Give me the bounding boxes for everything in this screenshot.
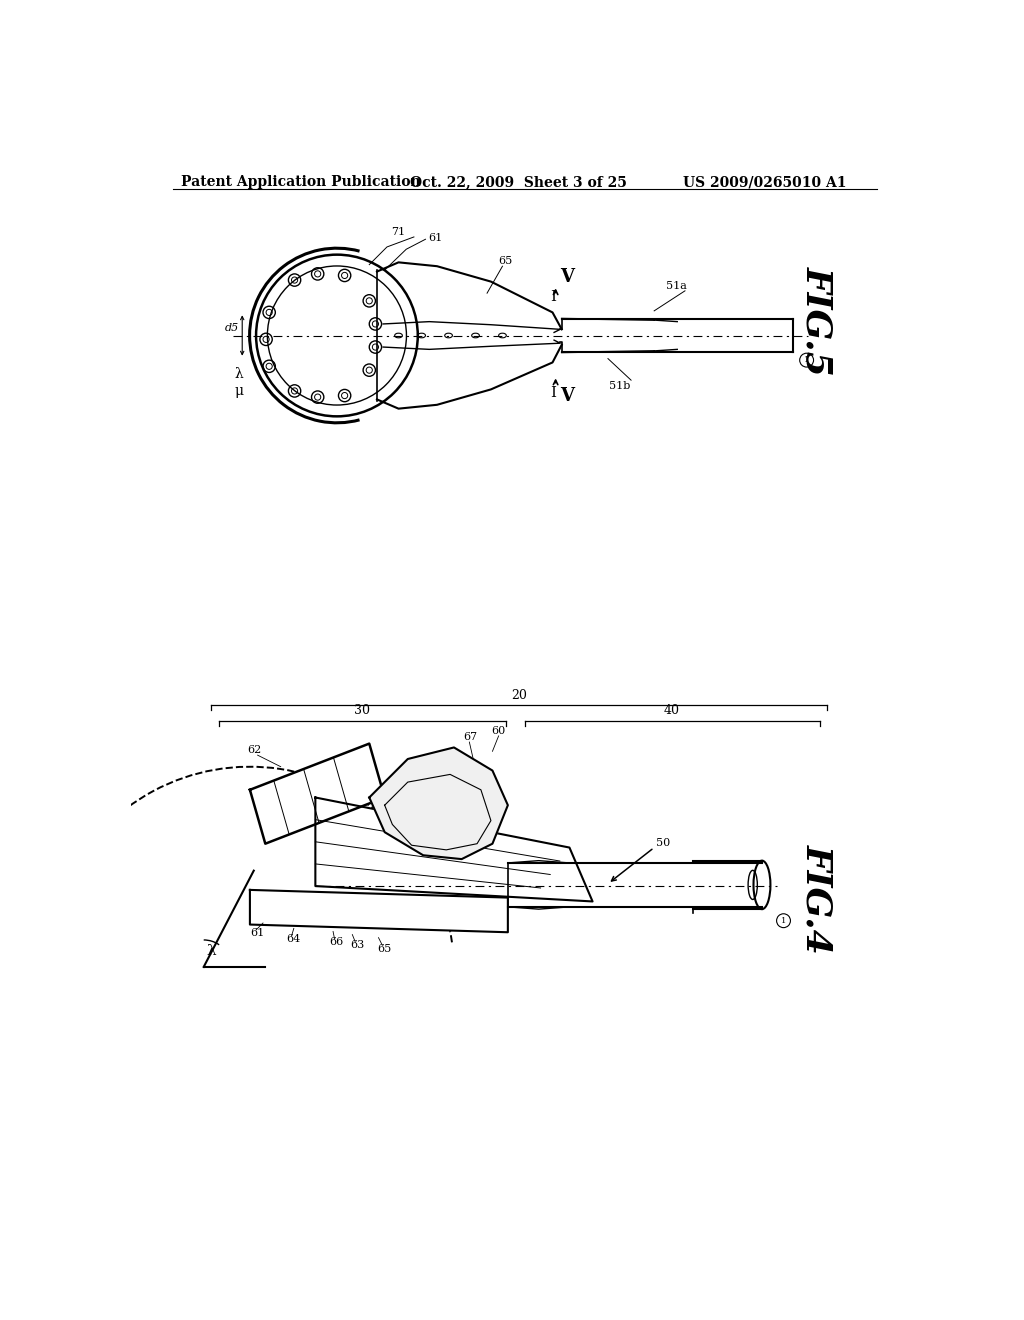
Text: 63: 63 bbox=[350, 940, 365, 950]
Text: 61: 61 bbox=[428, 232, 442, 243]
Text: 1: 1 bbox=[781, 916, 786, 925]
Text: 20: 20 bbox=[511, 689, 527, 702]
Text: US 2009/0265010 A1: US 2009/0265010 A1 bbox=[683, 176, 847, 189]
Text: λ: λ bbox=[234, 367, 244, 381]
Text: λ: λ bbox=[206, 944, 216, 958]
Text: 66: 66 bbox=[330, 937, 343, 948]
Text: 51b: 51b bbox=[609, 381, 631, 392]
Text: 50: 50 bbox=[655, 838, 670, 847]
Text: 1: 1 bbox=[804, 356, 809, 364]
Polygon shape bbox=[370, 747, 508, 859]
Text: 65: 65 bbox=[499, 256, 513, 265]
Polygon shape bbox=[250, 743, 385, 843]
Polygon shape bbox=[250, 890, 508, 932]
Text: Patent Application Publication: Patent Application Publication bbox=[180, 176, 420, 189]
Text: I: I bbox=[550, 387, 556, 400]
Text: V: V bbox=[560, 387, 574, 405]
Text: 40: 40 bbox=[664, 705, 680, 717]
Text: FIG.5: FIG.5 bbox=[801, 267, 835, 376]
Text: 64: 64 bbox=[286, 935, 300, 944]
Text: 60: 60 bbox=[490, 726, 505, 737]
Text: 51a: 51a bbox=[666, 281, 686, 292]
Polygon shape bbox=[315, 797, 593, 902]
Text: 65: 65 bbox=[377, 944, 391, 953]
Text: V: V bbox=[560, 268, 574, 285]
Text: d5: d5 bbox=[225, 323, 240, 333]
Text: I: I bbox=[550, 290, 556, 304]
Text: Oct. 22, 2009  Sheet 3 of 25: Oct. 22, 2009 Sheet 3 of 25 bbox=[410, 176, 627, 189]
Text: 71: 71 bbox=[391, 227, 404, 238]
Text: μ: μ bbox=[234, 384, 244, 397]
Text: 61: 61 bbox=[250, 928, 264, 939]
Text: FIG.4: FIG.4 bbox=[801, 843, 835, 953]
Text: 62: 62 bbox=[248, 744, 262, 755]
Text: 30: 30 bbox=[353, 705, 370, 717]
Text: 67: 67 bbox=[463, 731, 477, 742]
